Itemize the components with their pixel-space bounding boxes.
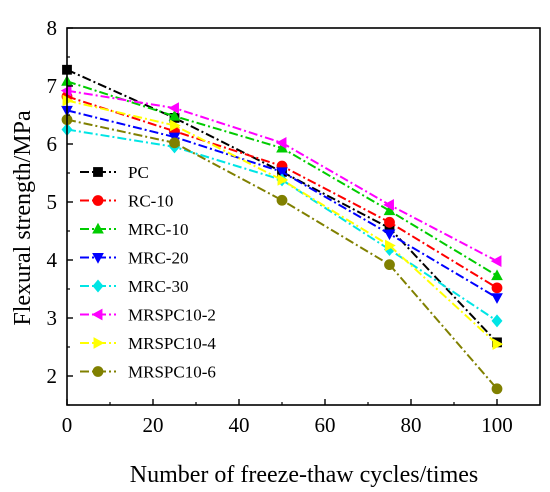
data-point-mrspc10-6 <box>169 137 180 149</box>
data-point-mrspc10-2 <box>168 102 179 114</box>
data-point-mrspc10-6 <box>491 383 503 395</box>
axes: 0 20 40 60 80 100 2 3 4 5 6 7 8 <box>47 16 541 437</box>
y-tick-label: 6 <box>47 132 58 156</box>
series-line-mrspc10-6 <box>66 118 498 390</box>
legend-label-mrc-10: MRC-10 <box>128 220 188 239</box>
legend-marker-rc-10 <box>92 195 104 206</box>
data-point-mrc-20 <box>383 229 396 241</box>
x-tick-label: 100 <box>481 413 513 437</box>
y-tick-label: 4 <box>47 248 58 272</box>
legend-marker-mrspc10-2 <box>91 308 103 321</box>
data-point-mrspc10-2 <box>275 136 287 149</box>
data-point-mrc-20 <box>276 167 288 179</box>
data-point-mrc-20 <box>491 293 503 304</box>
data-point-mrspc10-4 <box>385 239 396 252</box>
data-point-mrspc10-6 <box>276 194 288 206</box>
y-axis-title: Flexural strength/MPa <box>10 110 36 326</box>
y-tick-label: 2 <box>47 364 58 388</box>
data-point-mrc-10 <box>383 204 396 216</box>
x-tick-label: 20 <box>143 413 164 437</box>
data-point-mrspc10-4 <box>492 338 504 350</box>
y-tick-label: 8 <box>47 16 58 40</box>
x-tick-label: 60 <box>315 413 336 437</box>
legend-marker-mrc-20 <box>92 253 104 264</box>
data-point-mrspc10-2 <box>490 255 502 268</box>
legend-label-mrspc10-6: MRSPC10-6 <box>128 363 216 382</box>
legend-marker-mrc-30 <box>92 279 104 293</box>
x-tick-label: 80 <box>401 413 422 437</box>
plot-frame <box>66 27 541 406</box>
legend-label-mrc-30: MRC-30 <box>128 277 188 296</box>
y-tick-label: 3 <box>47 306 58 330</box>
legend-label-pc: PC <box>128 163 149 182</box>
data-point-rc-10 <box>491 282 503 294</box>
data-point-rc-10 <box>384 216 395 228</box>
legend-marker-pc <box>93 167 103 177</box>
legend: PC RC-10 MRC-10 MRC-20 MRC-30 MRSPC10-2 MRSPC1… <box>80 163 216 382</box>
data-point-mrspc10-4 <box>277 174 289 186</box>
legend-marker-mrspc10-4 <box>93 337 105 349</box>
legend-label-mrspc10-4: MRSPC10-4 <box>128 334 216 353</box>
plot-area <box>60 64 504 395</box>
legend-label-rc-10: RC-10 <box>128 192 173 211</box>
data-point-mrspc10-4 <box>170 119 181 132</box>
data-point-mrc-10 <box>168 109 181 121</box>
data-point-mrspc10-6 <box>384 259 395 271</box>
x-tick-label: 0 <box>62 413 73 437</box>
y-tick-label: 7 <box>47 74 58 98</box>
data-point-mrc-10 <box>491 269 503 281</box>
x-axis-title: Number of freeze-thaw cycles/times <box>130 462 479 488</box>
data-point-mrspc10-2 <box>383 199 394 211</box>
data-point-mrc-30 <box>491 314 503 328</box>
legend-marker-mrc-10 <box>92 222 104 234</box>
legend-label-mrspc10-2: MRSPC10-2 <box>128 306 216 325</box>
x-tick-label: 40 <box>229 413 250 437</box>
y-tick-label: 5 <box>47 190 58 214</box>
series-line-mrspc10-4 <box>66 99 498 345</box>
legend-label-mrc-20: MRC-20 <box>128 249 188 268</box>
legend-marker-mrspc10-6 <box>92 366 104 377</box>
